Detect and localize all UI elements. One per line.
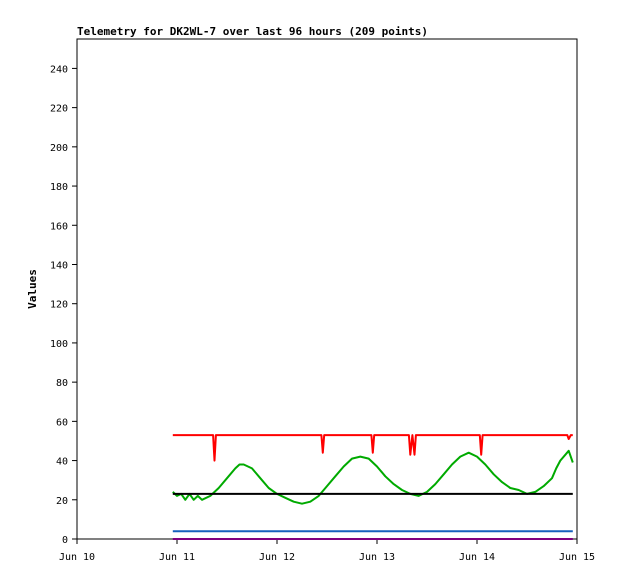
y-tick-label: 220: [50, 104, 68, 115]
series-lines: [172, 434, 574, 540]
plot-area: [76, 38, 578, 540]
y-tick-label: 180: [50, 182, 68, 193]
chart-title: Telemetry for DK2WL-7 over last 96 hours…: [77, 25, 428, 38]
series-1: [172, 449, 574, 505]
series-line: [172, 434, 573, 462]
series-line: [172, 449, 574, 505]
x-tick-label: Jun 14: [459, 552, 495, 563]
series-0: [172, 434, 573, 462]
x-tick-label: Jun 13: [359, 552, 395, 563]
y-tick-label: 140: [50, 260, 68, 271]
x-tick-label: Jun 11: [159, 552, 195, 563]
y-tick-label: 100: [50, 339, 68, 350]
y-tick-label: 0: [62, 535, 68, 546]
y-tick-label: 80: [56, 378, 68, 389]
y-tick-label: 240: [50, 64, 68, 75]
x-tick-label: Jun 12: [259, 552, 295, 563]
y-tick-label: 20: [56, 496, 68, 507]
x-axis: Jun 10 Jun 11 Jun 12 Jun 13 Jun 14 Jun 15: [59, 539, 595, 563]
y-tick-label: 40: [56, 457, 68, 468]
y-tick-label: 160: [50, 221, 68, 232]
y-tick-label: 60: [56, 417, 68, 428]
y-axis-label: Values: [26, 269, 39, 309]
x-tick-label: Jun 10: [59, 552, 95, 563]
x-tick-label: Jun 15: [559, 552, 595, 563]
y-tick-label: 200: [50, 143, 68, 154]
y-axis: 0 20 40 60 80 100 120 140 160 180 200 220 240: [50, 64, 77, 546]
y-tick-label: 120: [50, 300, 68, 311]
